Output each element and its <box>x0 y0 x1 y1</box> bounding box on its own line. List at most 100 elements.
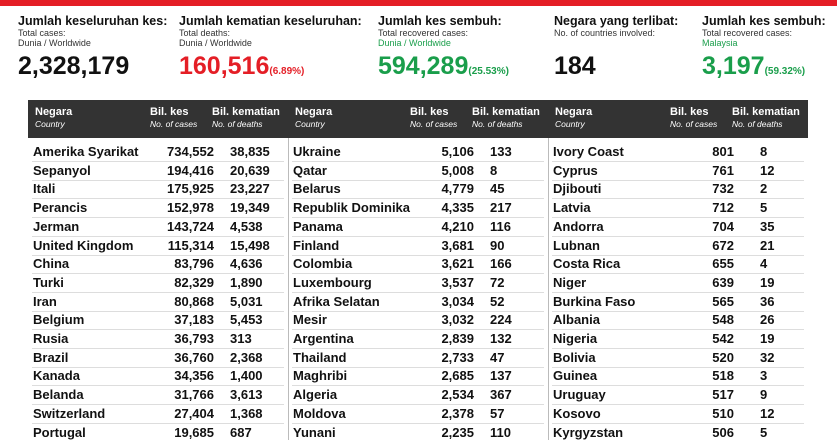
country-name: Ivory Coast <box>553 144 624 159</box>
header-cases: Bil. kes <box>410 106 449 118</box>
row-separator <box>32 310 284 312</box>
row-separator <box>292 235 544 237</box>
row-separator <box>552 348 804 349</box>
row-separator <box>292 291 544 293</box>
case-count: 3,681 <box>441 237 474 253</box>
death-count: 3 <box>760 368 768 384</box>
row-separator <box>552 254 804 256</box>
death-count: 2,368 <box>230 349 263 365</box>
header-deaths: Bil. kematian <box>732 106 800 118</box>
row-separator <box>32 404 284 406</box>
case-count: 34,356 <box>174 368 214 384</box>
row-separator <box>292 310 544 312</box>
country-name: United Kingdom <box>33 237 134 253</box>
death-count: 137 <box>490 368 512 384</box>
death-count: 116 <box>490 218 511 234</box>
death-count: 20,639 <box>230 162 270 178</box>
case-count: 542 <box>712 331 734 346</box>
row-separator <box>32 161 284 162</box>
country-name: Yunani <box>293 424 336 440</box>
death-count: 8 <box>490 162 498 178</box>
country-name: Costa Rica <box>553 256 621 272</box>
case-count: 672 <box>712 237 734 253</box>
stat-scope: Dunia / Worldwide <box>378 38 451 48</box>
death-count: 12 <box>760 405 775 421</box>
header-cases-en: No. of cases <box>150 119 198 129</box>
case-count: 3,621 <box>441 256 474 272</box>
case-count: 2,685 <box>441 368 474 384</box>
header-country: Negara <box>35 106 73 118</box>
case-count: 115,314 <box>167 237 214 253</box>
row-separator <box>552 329 804 331</box>
stat-scope: Dunia / Worldwide <box>179 38 252 48</box>
death-count: 5,031 <box>230 293 263 309</box>
stat-title: Jumlah kes sembuh: <box>378 14 502 28</box>
stat-title: Negara yang terlibat: <box>554 14 679 28</box>
death-count: 1,368 <box>230 405 263 421</box>
country-name: Kyrgyzstan <box>553 424 624 440</box>
case-count: 83,796 <box>174 256 214 272</box>
country-name: Luxembourg <box>293 274 372 290</box>
case-count: 4,335 <box>441 200 474 216</box>
case-count: 27,404 <box>174 405 214 421</box>
row-separator <box>32 254 284 256</box>
death-count: 12 <box>760 162 775 178</box>
case-count: 143,724 <box>167 218 214 234</box>
case-count: 80,868 <box>174 293 214 309</box>
row-separator <box>292 161 544 162</box>
country-name: Iran <box>33 293 57 309</box>
case-count: 4,779 <box>441 181 474 197</box>
death-count: 32 <box>760 349 775 365</box>
country-name: Panama <box>293 218 343 234</box>
death-count: 687 <box>230 424 252 440</box>
death-count: 36 <box>760 293 775 309</box>
death-count: 26 <box>760 312 775 328</box>
country-name: Belanda <box>33 387 84 403</box>
death-count: 313 <box>230 331 252 346</box>
row-separator <box>32 273 284 275</box>
country-name: Switzerland <box>33 405 106 421</box>
case-count: 712 <box>712 200 734 216</box>
row-separator <box>292 422 544 424</box>
row-separator <box>552 235 804 237</box>
death-count: 90 <box>490 237 505 253</box>
death-count: 23,227 <box>230 181 270 197</box>
country-name: Qatar <box>293 162 327 178</box>
case-count: 2,839 <box>441 331 474 346</box>
case-count: 548 <box>712 312 734 328</box>
country-name: Colombia <box>293 256 353 272</box>
header-deaths: Bil. kematian <box>472 106 540 118</box>
top-bar <box>0 0 837 6</box>
country-name: Andorra <box>553 218 604 234</box>
country-name: Burkina Faso <box>553 293 636 309</box>
case-count: 2,534 <box>441 387 474 403</box>
case-count: 2,378 <box>441 405 474 421</box>
country-name: Ukraine <box>293 144 341 159</box>
row-separator <box>292 329 544 331</box>
row-separator <box>552 217 804 219</box>
row-separator <box>552 179 804 181</box>
row-separator <box>552 161 804 162</box>
header-cases: Bil. kes <box>150 106 189 118</box>
header-deaths-en: No. of deaths <box>732 119 783 129</box>
death-count: 47 <box>490 349 505 365</box>
row-separator <box>552 422 804 424</box>
case-count: 5,106 <box>441 144 474 159</box>
country-table: Negara Country Bil. kes No. of cases Bil. ke… <box>548 100 808 440</box>
case-count: 37,183 <box>174 312 214 328</box>
case-count: 3,034 <box>441 293 474 309</box>
country-table: Negara Country Bil. kes No. of cases Bil. ke… <box>288 100 548 440</box>
country-name: China <box>33 256 70 272</box>
country-name: Mesir <box>293 312 327 328</box>
case-count: 36,760 <box>174 349 214 365</box>
stat-title: Jumlah keseluruhan kes: <box>18 14 168 28</box>
row-separator <box>292 179 544 181</box>
case-count: 734,552 <box>167 144 214 159</box>
country-name: Finland <box>293 237 340 253</box>
stat-label: No. of countries involved: <box>554 28 656 38</box>
death-count: 224 <box>490 312 512 328</box>
stat-label: Total deaths: <box>179 28 231 38</box>
header-deaths: Bil. kematian <box>212 106 280 118</box>
case-count: 761 <box>712 162 734 178</box>
